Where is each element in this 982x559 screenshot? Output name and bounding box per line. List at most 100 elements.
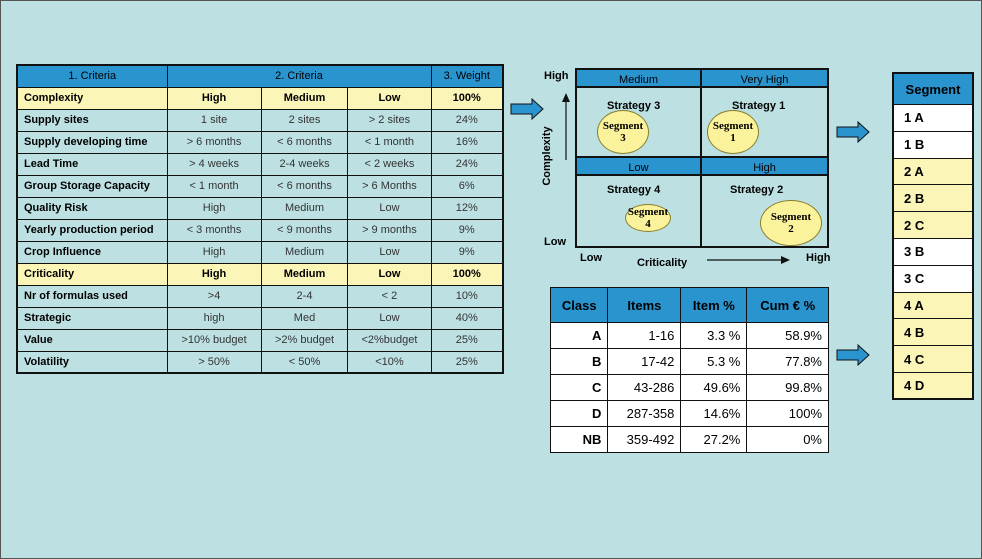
criteria-low: < 1 month — [347, 130, 432, 154]
class-header-row: Class Items Item % Cum € % — [549, 287, 829, 323]
criteria-weight: 24% — [430, 152, 504, 176]
x-axis-high-label: High — [806, 252, 831, 264]
item-pct-cell: 5.3 % — [680, 348, 748, 375]
criteria-weight: 40% — [430, 306, 504, 330]
y-axis-title: Complexity — [541, 126, 553, 186]
x-axis-title: Criticality — [637, 257, 688, 269]
class-cell: A — [549, 322, 609, 349]
criteria-row: Complexity High Medium Low 100% — [16, 86, 504, 110]
criteria-high: > 6 months — [166, 130, 262, 154]
cum-pct-cell: 58.9% — [746, 322, 829, 349]
criteria-label: Criticality — [16, 262, 168, 286]
criteria-table: 1. Criteria 2. Criteria 3. Weight Comple… — [16, 64, 504, 374]
criteria-high: High — [166, 262, 262, 286]
quadrant-bottom-right: Strategy 2 Segment 2 — [700, 174, 829, 248]
class-row: C 43-286 49.6% 99.8% — [549, 374, 829, 401]
segment-item: 4 C — [892, 345, 974, 373]
criteria-high: High — [166, 196, 262, 220]
criteria-weight: 25% — [430, 328, 504, 352]
criteria-label: Quality Risk — [16, 196, 168, 220]
segment-label: Segment — [712, 120, 754, 132]
segment-label: Segment — [627, 206, 669, 218]
segment-item: 1 B — [892, 130, 974, 159]
criteria-low: > 9 months — [347, 218, 432, 242]
criteria-medium: Medium — [260, 262, 349, 286]
arrow-right-icon — [836, 344, 870, 366]
criteria-medium: 2 sites — [260, 108, 349, 132]
criteria-low: < 2 — [347, 284, 432, 308]
criteria-label: Volatility — [16, 350, 168, 374]
criteria-high: >4 — [166, 284, 262, 308]
cum-pct-cell: 99.8% — [746, 374, 829, 401]
class-row: NB 359-492 27.2% 0% — [549, 426, 829, 453]
segment-number: 2 — [788, 223, 794, 235]
items-cell: 359-492 — [607, 426, 682, 453]
quadrant-top-left: Strategy 3 Segment 3 — [575, 86, 702, 158]
quadrant-top-right: Strategy 1 Segment 1 — [700, 86, 829, 158]
segment-item: 1 A — [892, 104, 974, 132]
segment-label: Segment — [602, 120, 644, 132]
criteria-high: < 1 month — [166, 174, 262, 198]
criteria-row: Strategic high Med Low 40% — [16, 306, 504, 330]
criteria-weight: 12% — [430, 196, 504, 220]
class-header-items: Items — [607, 287, 682, 323]
arrow-right-icon — [836, 121, 870, 143]
items-cell: 43-286 — [607, 374, 682, 401]
segment-number: 4 — [645, 218, 651, 230]
criteria-row: Yearly production period < 3 months < 9 mo… — [16, 218, 504, 242]
criteria-row: Group Storage Capacity < 1 month < 6 month… — [16, 174, 504, 198]
quadrant-header-high: High — [700, 156, 829, 176]
criteria-high: < 3 months — [166, 218, 262, 242]
segment-label: Segment — [770, 211, 812, 223]
class-header-cum-pct: Cum € % — [746, 287, 829, 323]
criteria-label: Supply sites — [16, 108, 168, 132]
criteria-high: > 50% — [166, 350, 262, 374]
criteria-weight: 100% — [430, 262, 504, 286]
class-cell: NB — [549, 426, 609, 453]
criteria-medium: Medium — [260, 196, 349, 220]
criteria-header-row: 1. Criteria 2. Criteria 3. Weight — [16, 64, 504, 88]
criteria-label: Strategic — [16, 306, 168, 330]
class-cell: D — [549, 400, 609, 427]
criteria-row: Supply sites 1 site 2 sites > 2 sites 24% — [16, 108, 504, 132]
segment-item: 4 B — [892, 318, 974, 347]
criteria-weight: 25% — [430, 350, 504, 374]
segment-item: 4 A — [892, 291, 974, 320]
y-axis-high-label: High — [544, 70, 569, 82]
items-cell: 17-42 — [607, 348, 682, 375]
criteria-medium: Medium — [260, 86, 349, 110]
cum-pct-cell: 100% — [746, 400, 829, 427]
x-axis-arrow-icon — [707, 256, 790, 264]
criteria-weight: 9% — [430, 218, 504, 242]
class-header-class: Class — [549, 287, 609, 323]
abc-class-table: Class Items Item % Cum € % A 1-16 3.3 % 58.… — [549, 287, 829, 453]
strategy-label: Strategy 2 — [730, 184, 784, 196]
class-header-item-pct: Item % — [680, 287, 748, 323]
criteria-high: > 4 weeks — [166, 152, 262, 176]
criteria-label: Yearly production period — [16, 218, 168, 242]
criteria-label: Nr of formulas used — [16, 284, 168, 308]
criteria-header-weight: 3. Weight — [430, 64, 504, 88]
quadrant-header-medium: Medium — [575, 68, 702, 88]
criteria-low: > 6 Months — [347, 174, 432, 198]
criteria-medium: 2-4 — [260, 284, 349, 308]
segment-number: 3 — [620, 132, 626, 144]
criteria-medium: < 50% — [260, 350, 349, 374]
criteria-medium: >2% budget — [260, 328, 349, 352]
criteria-medium: < 6 months — [260, 174, 349, 198]
criteria-header-levels: 2. Criteria — [166, 64, 432, 88]
item-pct-cell: 27.2% — [680, 426, 748, 453]
criteria-row: Lead Time > 4 weeks 2-4 weeks < 2 weeks 24% — [16, 152, 504, 176]
criteria-weight: 9% — [430, 240, 504, 264]
strategy-label: Strategy 3 — [607, 100, 661, 112]
quadrant-bottom-left: Strategy 4 Segment 4 — [575, 174, 702, 248]
criteria-low: < 2 weeks — [347, 152, 432, 176]
segment-item: 2 C — [892, 211, 974, 239]
criteria-medium: 2-4 weeks — [260, 152, 349, 176]
criteria-low: > 2 sites — [347, 108, 432, 132]
segment-bubble: Segment 1 — [707, 110, 759, 154]
item-pct-cell: 3.3 % — [680, 322, 748, 349]
arrow-right-icon — [510, 98, 544, 120]
segment-bubble: Segment 4 — [625, 204, 671, 232]
x-axis-low-label: Low — [580, 252, 602, 264]
